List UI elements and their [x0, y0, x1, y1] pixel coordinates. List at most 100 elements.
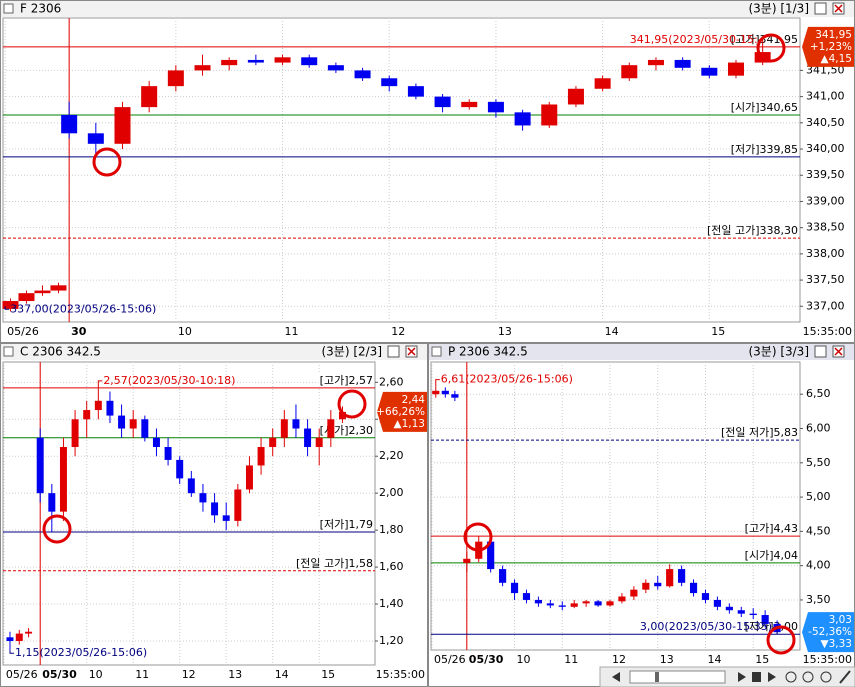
close-x[interactable]: [834, 4, 843, 13]
candle-body: [50, 285, 67, 291]
y-tick-label: 340,50: [806, 116, 845, 129]
x-tick-label: 15: [321, 668, 335, 681]
x-tick-label: 15: [711, 325, 725, 338]
candle-body: [463, 558, 471, 563]
x-tick-label: 12: [612, 653, 626, 666]
title-icon: [3, 3, 14, 14]
candle-body: [280, 419, 288, 438]
chart-panel: P 2306 342.5 (3분) [3/3] 3,50 4,00 4,50 5,00 5,…: [429, 344, 854, 666]
last-price-change: +66,26%: [376, 406, 425, 418]
candle-body: [36, 437, 44, 494]
x-tick-label: 13: [660, 653, 674, 666]
last-price-diff: ▼3,33: [821, 638, 852, 650]
level-label: [전일 고가]1,58: [296, 556, 373, 570]
last-price-change: +1,23%: [810, 41, 852, 53]
y-tick-label: 2,00: [379, 486, 404, 499]
y-tick-label: 337,50: [806, 273, 845, 286]
candle-body: [510, 582, 519, 594]
level-label-bg: [729, 142, 800, 156]
level-label: [고가]4,43: [745, 522, 798, 535]
y-tick-label: 4,50: [806, 524, 831, 537]
y-tick-label: 6,00: [806, 422, 831, 435]
maximize-button[interactable]: [814, 345, 827, 358]
candle-body: [338, 411, 346, 420]
candle-body: [441, 390, 449, 395]
highlight-circle: [337, 389, 367, 419]
play-button[interactable]: [768, 672, 776, 682]
title-bar: [1, 344, 427, 360]
candle-body: [87, 133, 104, 144]
candle-body: [315, 437, 323, 447]
y-tick-label: 339,50: [806, 168, 845, 181]
candle-body: [606, 601, 614, 606]
x-tick-label: 12: [182, 668, 196, 681]
panel-subtitle: (3분) [3/3]: [748, 345, 809, 359]
candle-body: [701, 67, 718, 76]
level-label: [시가]4,04: [745, 549, 798, 562]
stop-button[interactable]: [752, 672, 761, 682]
candle-body: [176, 459, 184, 479]
plot-frame: [2, 17, 801, 323]
y-tick-label: 341,00: [806, 90, 845, 103]
highlight-circle: [92, 147, 122, 177]
candle-body: [61, 114, 78, 134]
candle-body: [234, 489, 242, 521]
close-x[interactable]: [834, 347, 843, 356]
candle-body: [327, 419, 335, 438]
candle-body: [432, 390, 440, 395]
x-tick-label: 12: [391, 325, 405, 338]
candle-body: [211, 502, 219, 516]
scroll-right[interactable]: [738, 672, 746, 682]
level-label: [저가]3,00: [745, 620, 798, 633]
level-label: [전일 고가]338,30: [707, 223, 798, 237]
close-x[interactable]: [407, 347, 416, 356]
candle-body: [558, 605, 566, 607]
zoom-out[interactable]: [802, 671, 814, 683]
candle-body: [678, 569, 686, 583]
level-label-bg: [294, 555, 374, 570]
candle-body: [269, 437, 277, 447]
annotation-text: 3,00(2023/05/30-15:35): [640, 620, 772, 633]
candle-body: [499, 569, 507, 583]
x-tick-label: 11: [135, 668, 149, 681]
last-price-box: [802, 612, 854, 653]
y-tick-label: 1,80: [379, 523, 404, 536]
candle-body: [725, 606, 733, 611]
candle-body: [674, 59, 691, 68]
last-price-value-label: 341,95: [815, 29, 852, 41]
zoom-reset[interactable]: [820, 671, 832, 683]
candle-body: [15, 633, 23, 641]
maximize-button[interactable]: [387, 345, 400, 358]
x-tick-label: 11: [285, 325, 299, 338]
candle-body: [381, 78, 398, 87]
x-tick-label: 15: [755, 653, 769, 666]
candle-body: [647, 59, 664, 66]
y-tick-label: 6,50: [806, 387, 831, 400]
candle-body: [761, 615, 769, 624]
candle-body: [194, 65, 211, 71]
panel-title: P 2306 342.5: [448, 345, 528, 359]
candle-body: [34, 290, 51, 294]
candle-body: [222, 515, 230, 521]
candle-body: [71, 419, 79, 447]
scroll-left[interactable]: [612, 672, 620, 682]
candle-body: [257, 446, 265, 466]
candle-body: [594, 601, 602, 606]
panel-title: C 2306 342.5: [20, 345, 101, 359]
maximize-button[interactable]: [814, 2, 827, 15]
zoom-in[interactable]: [785, 671, 797, 683]
last-price-value-label: 3,03: [829, 614, 852, 626]
x-tick-label: 14: [275, 668, 289, 681]
scrollbar[interactable]: [629, 670, 726, 684]
level-label-bg: [743, 620, 799, 634]
title-icon: [3, 346, 14, 357]
candle-body: [534, 599, 542, 604]
candle-body: [727, 62, 744, 76]
last-price-box: [377, 391, 427, 432]
settings-tool[interactable]: [839, 670, 851, 684]
y-tick-label: 5,50: [806, 456, 831, 469]
scroll-thumb[interactable]: [655, 672, 659, 682]
x-tick-label: 30: [71, 325, 87, 338]
level-label-bg: [743, 522, 799, 536]
